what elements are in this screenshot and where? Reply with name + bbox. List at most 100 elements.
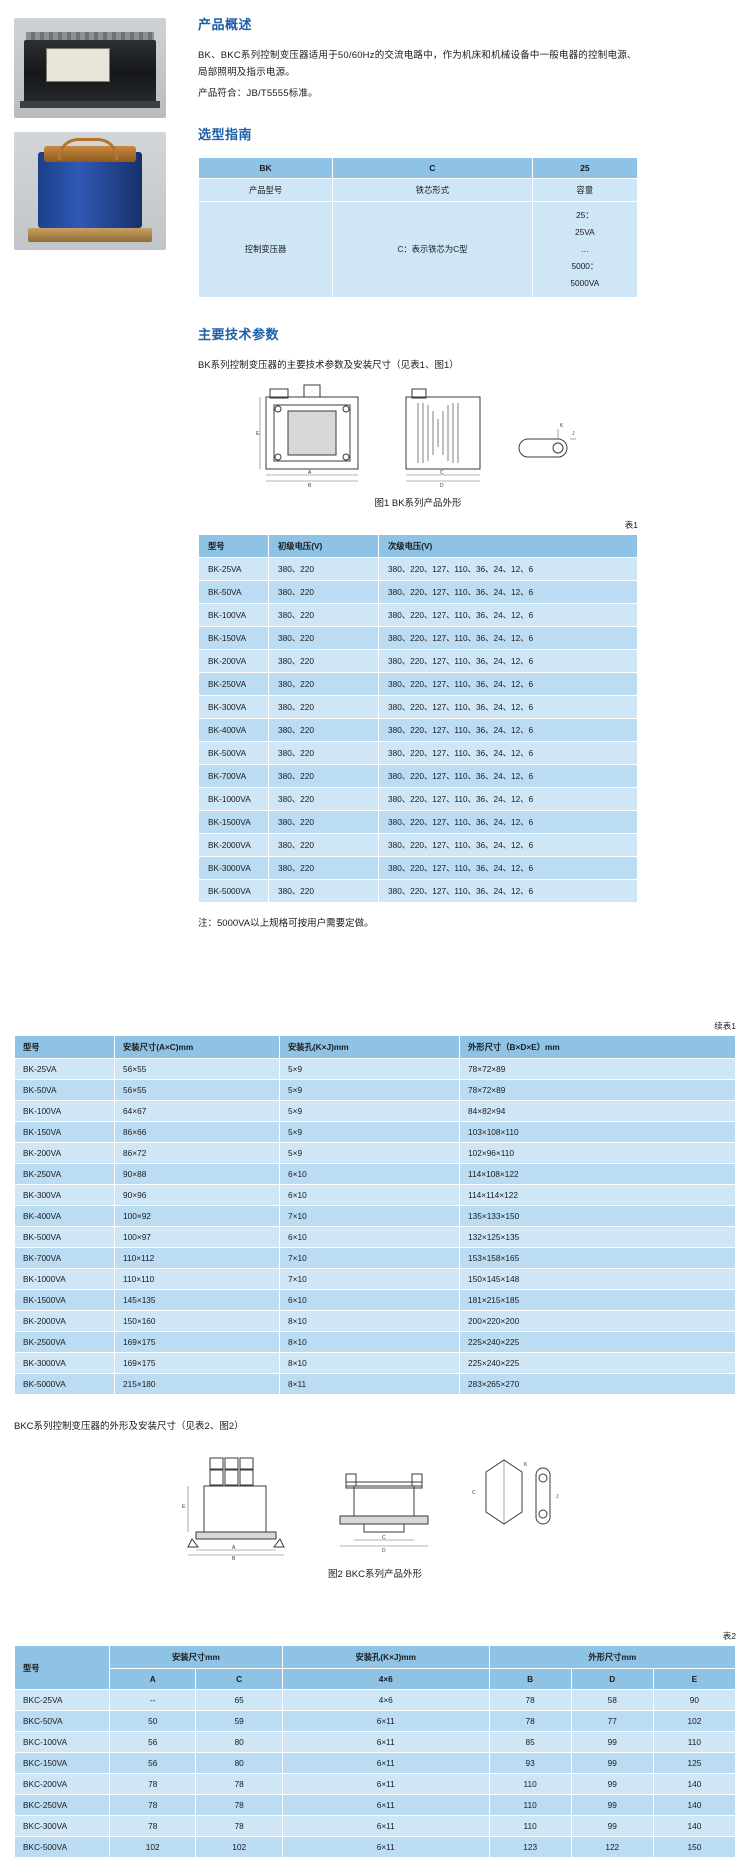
cell-value: 56×55: [114, 1058, 280, 1080]
cell-model: BKC-250VA: [14, 1794, 110, 1816]
t1-header-secondary: 次级电压(V): [378, 533, 638, 558]
guide-sub-capacity: 容量: [531, 178, 639, 202]
t2-header-mounting-hole: 安装孔(K×J)mm: [279, 1035, 460, 1059]
cell-model: BK-150VA: [198, 625, 269, 650]
cell-model: BK-5000VA: [14, 1373, 115, 1395]
guide-header-model: BK: [197, 157, 334, 179]
svg-text:D: D: [382, 1548, 386, 1554]
capacity-line-3: …: [580, 244, 589, 254]
cell-value: 6×10: [279, 1289, 460, 1311]
svg-text:A: A: [232, 1545, 236, 1551]
cell-value: 78: [108, 1773, 197, 1795]
core-graphic: [38, 152, 142, 228]
capacity-line-1: 25：: [576, 210, 594, 220]
cell-value: 110: [652, 1731, 737, 1753]
cell-value: 110: [488, 1773, 572, 1795]
cell-value: 110: [488, 1794, 572, 1816]
cell-value: 125: [652, 1752, 737, 1774]
cell-value: 90×88: [114, 1163, 280, 1185]
guide-sub-core: 铁芯形式: [332, 178, 533, 202]
table-2-block: 续表1 型号 安装尺寸(A×C)mm 安装孔(K×J)mm 外形尺寸（B×D×E…: [14, 1020, 736, 1395]
cell-value: 56×55: [114, 1079, 280, 1101]
cell-value: 110: [488, 1815, 572, 1837]
cell-value: 153×158×165: [459, 1247, 736, 1269]
table-row: BK-400VA 100×92 7×10 135×133×150: [14, 1205, 736, 1227]
cell-value: 78: [195, 1773, 283, 1795]
winding-wire-graphic: [58, 138, 118, 160]
cell-value: 380、220: [268, 648, 379, 673]
cell-value: 90×96: [114, 1184, 280, 1206]
cell-value: 6×10: [279, 1184, 460, 1206]
cell-value: 59: [195, 1710, 283, 1732]
table-row: BK-150VA 86×66 5×9 103×108×110: [14, 1121, 736, 1143]
table-row: 产品型号 铁芯形式 容量: [197, 178, 639, 202]
guide-sub-model: 产品型号: [197, 178, 334, 202]
bkc-intro-text: BKC系列控制变压器的外形及安装尺寸（见表2、图2）: [14, 1421, 244, 1432]
table-row: BK-500VA 100×97 6×10 132×125×135: [14, 1226, 736, 1248]
cell-value: 80: [195, 1752, 283, 1774]
cell-value: 380、220、127、110、36、24、12、6: [378, 878, 638, 903]
cell-value: 84×82×94: [459, 1100, 736, 1122]
cell-value: 86×66: [114, 1121, 280, 1143]
cell-value: 380、220、127、110、36、24、12、6: [378, 579, 638, 604]
table-row: BKC-200VA 78 78 6×11 110 99 140: [14, 1773, 737, 1795]
table-row: BK-300VA 90×96 6×10 114×114×122: [14, 1184, 736, 1206]
cell-value: 140: [652, 1794, 737, 1816]
fig1-mounting-hole-detail: K J: [518, 423, 576, 458]
cell-model: BKC-150VA: [14, 1752, 110, 1774]
table-row: BKC-150VA 56 80 6×11 93 99 125: [14, 1752, 737, 1774]
cell-model: BK-3000VA: [198, 855, 269, 880]
cell-model: BK-250VA: [198, 671, 269, 696]
cell-value: 5×9: [279, 1058, 460, 1080]
table-header-row: 型号 初级电压(V) 次级电压(V): [198, 533, 638, 558]
cell-model: BKC-300VA: [14, 1815, 110, 1837]
table-row: BK-25VA 380、220 380、220、127、110、36、24、12、6: [198, 556, 638, 581]
cell-value: 200×220×200: [459, 1310, 736, 1332]
cell-value: 77: [570, 1710, 654, 1732]
cell-value: 380、220: [268, 878, 379, 903]
overview-paragraph-1: BK、BKC系列控制变压器适用于50/60Hz的交流电路中，作为机床和机械设备中…: [198, 50, 637, 78]
cell-model: BK-700VA: [14, 1247, 115, 1269]
cell-value: 78×72×89: [459, 1058, 736, 1080]
table-row: BK-2000VA 150×160 8×10 200×220×200: [14, 1310, 736, 1332]
cell-value: 140: [652, 1773, 737, 1795]
cell-value: 169×175: [114, 1331, 280, 1353]
table-header-row-sub: A C 4×6 B D E: [15, 1668, 737, 1690]
cell-value: 380、220、127、110、36、24、12、6: [378, 671, 638, 696]
table-row: BK-50VA 380、220 380、220、127、110、36、24、12、6: [198, 579, 638, 604]
cell-model: BK-500VA: [198, 740, 269, 765]
table-row: BKC-25VA -- 65 4×6 78 58 90: [14, 1689, 737, 1711]
cell-value: 90: [652, 1689, 737, 1711]
svg-text:E: E: [182, 1504, 186, 1510]
cell-value: 5×9: [279, 1142, 460, 1164]
figure-2-drawings: A B E C D: [14, 1452, 736, 1560]
table-2-dimensions: 型号 安装尺寸(A×C)mm 安装孔(K×J)mm 外形尺寸（B×D×E）mm …: [14, 1035, 736, 1395]
svg-text:C: C: [472, 1490, 476, 1496]
main-content-column: 产品概述 BK、BKC系列控制变压器适用于50/60Hz的交流电路中，作为机床和…: [197, 14, 639, 929]
table-row: BK-150VA 380、220 380、220、127、110、36、24、12、…: [198, 625, 638, 650]
cell-value: 78: [488, 1710, 572, 1732]
cell-value: 225×240×225: [459, 1352, 736, 1374]
tech-intro-text: BK系列控制变压器的主要技术参数及安装尺寸（见表1、图1）: [198, 360, 459, 371]
cell-model: BK-1500VA: [14, 1289, 115, 1311]
cell-value: 99: [570, 1731, 654, 1753]
cell-value: 380、220: [268, 556, 379, 581]
cell-model: BKC-500VA: [14, 1836, 110, 1858]
cell-value: 169×175: [114, 1352, 280, 1374]
cell-value: 132×125×135: [459, 1226, 736, 1248]
figure-2-block: A B E C D: [14, 1452, 736, 1590]
cell-value: 56: [108, 1731, 197, 1753]
t1-header-model: 型号: [198, 533, 269, 558]
cell-value: 50: [108, 1710, 197, 1732]
cell-value: 8×10: [279, 1352, 460, 1374]
table-row: BK-1000VA 380、220 380、220、127、110、36、24、12…: [198, 786, 638, 811]
t3-sub-e: E: [652, 1668, 737, 1690]
table-row: BK-1500VA 145×135 6×10 181×215×185: [14, 1289, 736, 1311]
cell-value: 283×265×270: [459, 1373, 736, 1395]
table-row: BK-100VA 380、220 380、220、127、110、36、24、12、…: [198, 602, 638, 627]
cell-value: 380、220、127、110、36、24、12、6: [378, 832, 638, 857]
svg-text:K: K: [524, 1462, 528, 1468]
cell-model: BK-1000VA: [14, 1268, 115, 1290]
table-row: BK-3000VA 169×175 8×10 225×240×225: [14, 1352, 736, 1374]
cell-value: 5×9: [279, 1121, 460, 1143]
